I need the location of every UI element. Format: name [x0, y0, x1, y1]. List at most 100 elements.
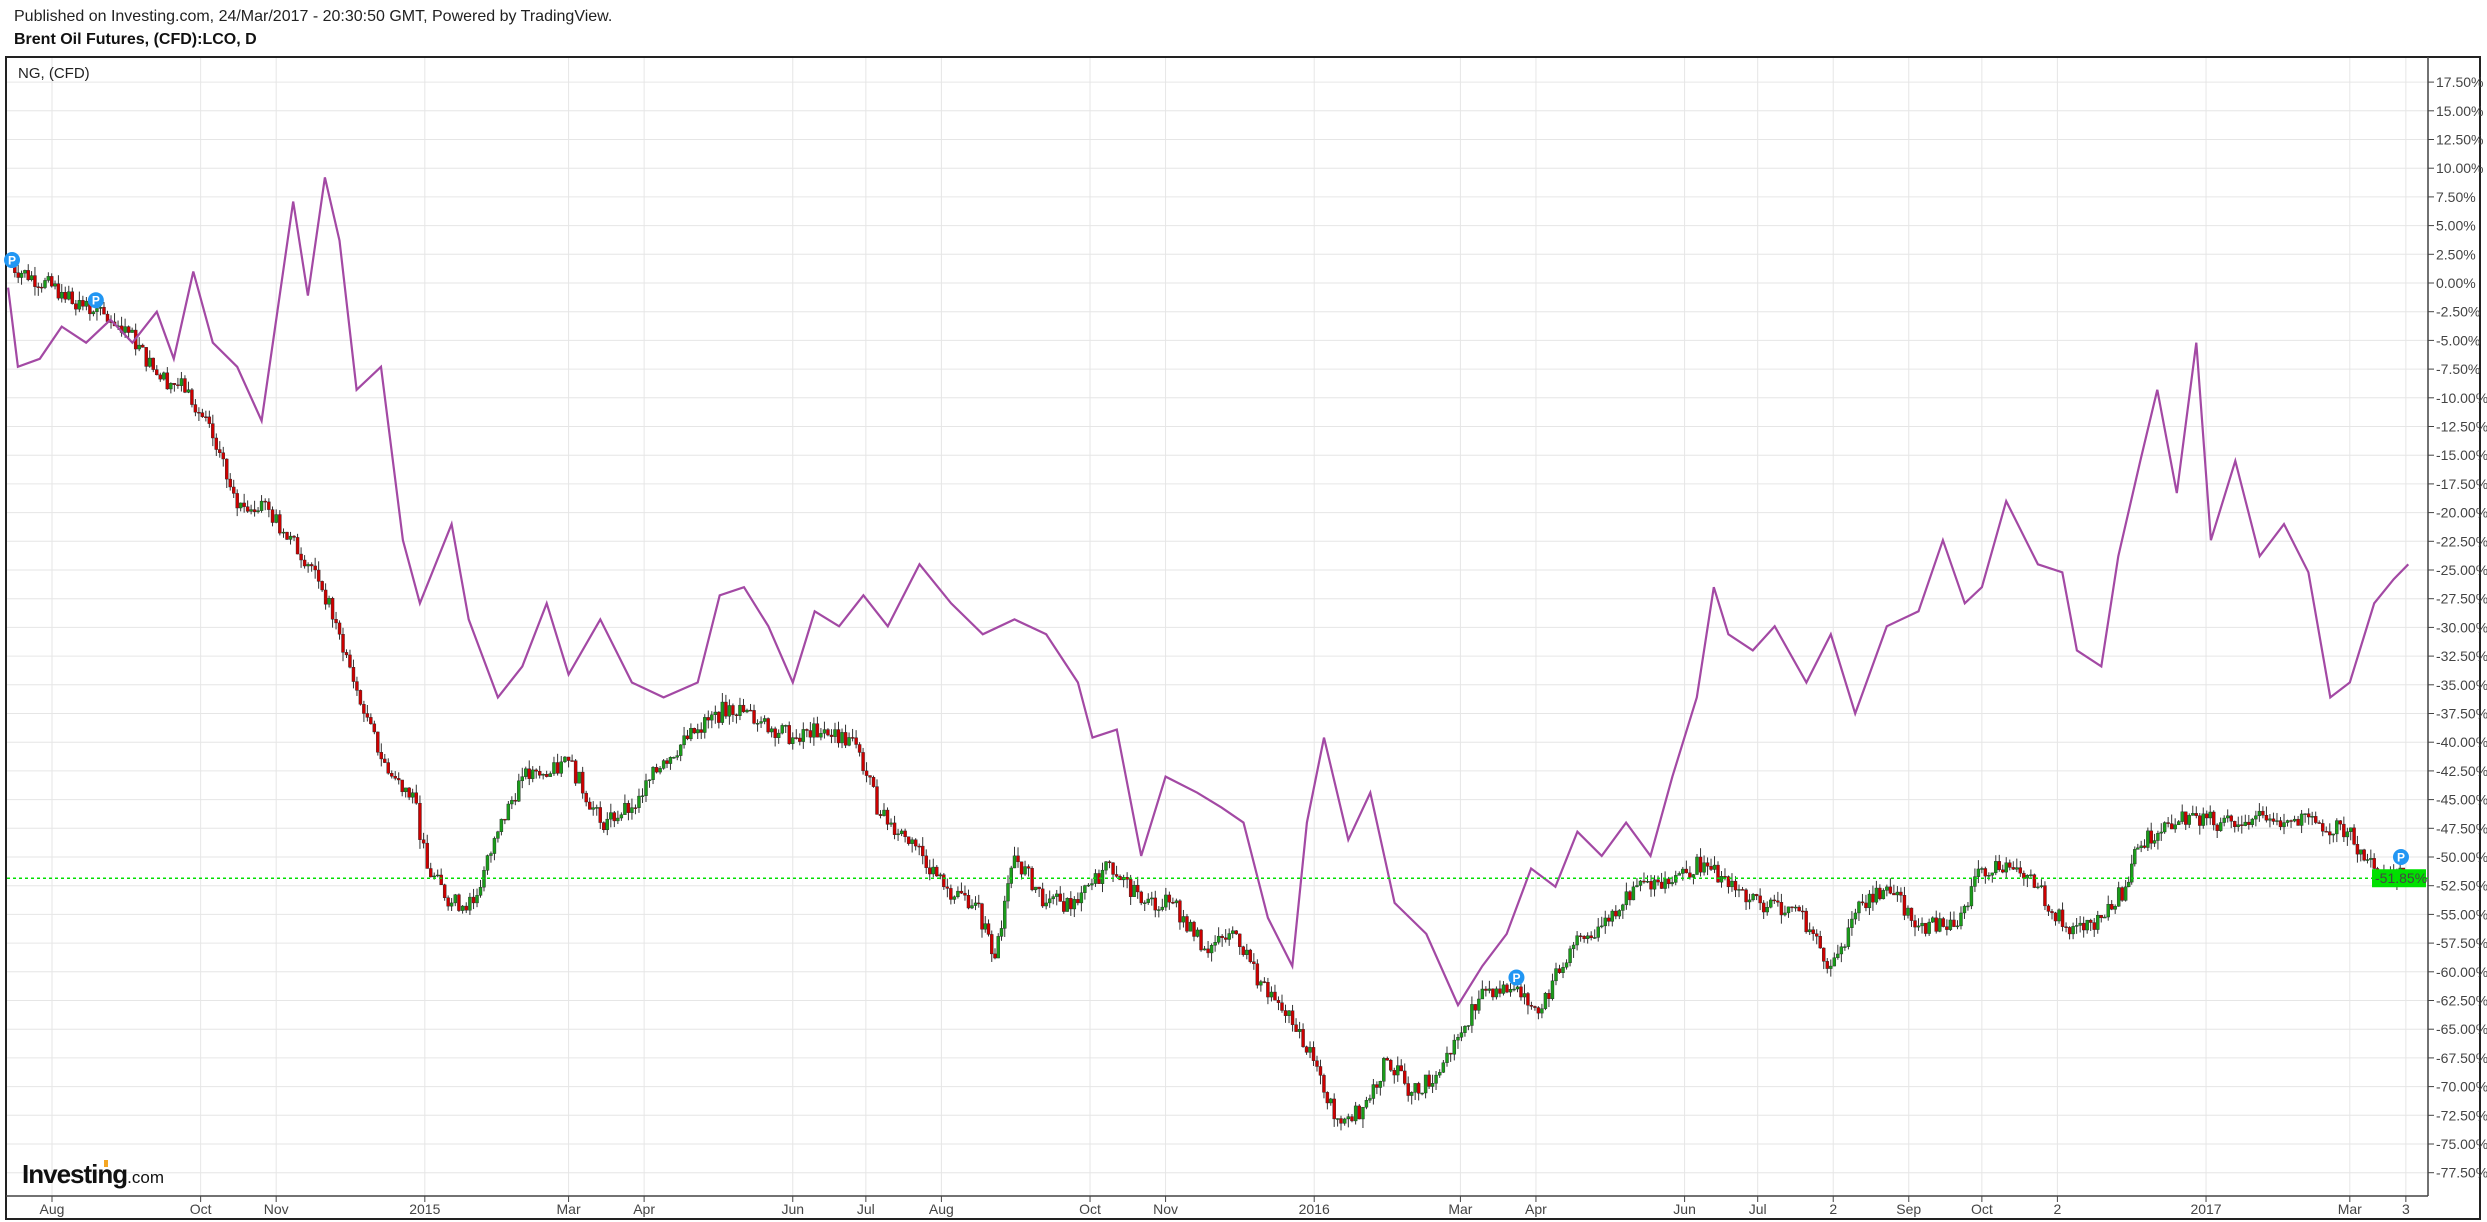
candle-body [2271, 818, 2276, 822]
candle-body [1202, 948, 1207, 951]
candle-body [2142, 845, 2147, 848]
candle-body [2126, 881, 2131, 888]
candle-body [1554, 968, 1558, 982]
candle-body [1364, 1100, 1369, 1108]
candle-body [682, 735, 686, 746]
candle-body [517, 780, 521, 802]
candle-body [1878, 887, 1882, 900]
candle-body [355, 681, 359, 691]
candle-body [1547, 993, 1551, 999]
chart-frame [5, 56, 2481, 1220]
p-marker-label: P [1512, 971, 1520, 985]
candle-body [2096, 915, 2100, 930]
candle-body [1199, 929, 1203, 951]
candle-body [2022, 872, 2026, 879]
y-tick-label: -67.50% [2436, 1050, 2487, 1066]
time-axis[interactable]: Aug Oct Nov 2015 Mar Apr Jun Jul Aug Oct Nov 2016 Ma… [40, 1196, 2410, 1217]
candle-body [84, 300, 89, 307]
candle-body [1466, 1025, 1471, 1027]
y-tick-label: -20.00% [2436, 505, 2487, 521]
candle-body [935, 866, 939, 877]
candle-body [731, 705, 735, 715]
candle-body [717, 711, 721, 723]
p-marker[interactable]: P [1508, 969, 1525, 986]
candle-body [864, 770, 869, 776]
candle-body [1582, 935, 1586, 939]
candle-body [503, 818, 507, 821]
candle-body [478, 886, 483, 896]
candle-body [2011, 867, 2015, 870]
candle-body [172, 383, 177, 385]
candle-body [983, 923, 987, 930]
candle-body [1100, 869, 1105, 884]
candle-body [1505, 984, 1509, 993]
candle-body [1361, 1107, 1365, 1120]
candle-body [2201, 813, 2205, 826]
candle-body [2001, 869, 2005, 873]
candle-body [1494, 988, 1499, 998]
candle-body [899, 830, 904, 835]
candle-body [510, 800, 514, 805]
candle-body [1811, 929, 1815, 934]
candle-body [1850, 918, 1854, 928]
candle-body [2335, 820, 2339, 835]
candle-body [1409, 1092, 1414, 1096]
candle-body [372, 723, 377, 733]
x-tick-label: Nov [1153, 1201, 1178, 1217]
candle-body [1213, 942, 1217, 946]
candle-body [1624, 891, 1629, 906]
candle-body [1188, 921, 1193, 932]
candle-body [1342, 1118, 1347, 1124]
candle-body [2324, 831, 2328, 833]
candle-body [1441, 1062, 1446, 1073]
candle-body [2317, 822, 2321, 824]
candle-body [386, 762, 390, 774]
candle-body [1776, 900, 1780, 903]
candle-body [144, 347, 148, 367]
candle-body [766, 718, 770, 733]
candle-body [270, 509, 275, 523]
candle-body [369, 717, 373, 725]
price-axis[interactable]: 17.50% 15.00% 12.50% 10.00% 7.50% 5.00% 2.50% 0… [2428, 74, 2487, 1181]
candle-body [1797, 906, 1801, 912]
candle-body [812, 723, 816, 738]
candle-body [2233, 821, 2237, 827]
legend-ng[interactable]: NG, (CFD) [18, 65, 90, 82]
candle-body [1761, 902, 1766, 913]
candle-body [713, 711, 718, 715]
candle-body [1853, 912, 1858, 920]
last-price-badge [2372, 869, 2426, 888]
p-marker[interactable]: P [4, 252, 20, 269]
candle-body [885, 809, 890, 825]
candle-body [2205, 813, 2209, 819]
candle-body [598, 807, 602, 823]
candle-body [418, 802, 422, 840]
candle-body [921, 845, 925, 857]
candle-body [228, 478, 232, 488]
candle-body [2085, 919, 2089, 931]
y-tick-label: -62.50% [2436, 993, 2487, 1009]
candle-body [658, 768, 662, 773]
candle-body [1603, 917, 1607, 927]
p-marker[interactable]: P [87, 292, 104, 309]
candle-body [1969, 886, 1974, 907]
candle-body [1515, 986, 1520, 990]
candle-body [39, 286, 44, 289]
candle-body [2328, 831, 2332, 836]
candle-body [2053, 912, 2058, 922]
candle-body [1543, 993, 1548, 1009]
candle-body [924, 855, 928, 868]
candle-body [963, 892, 967, 896]
candle-body [787, 725, 791, 744]
candle-body [791, 737, 795, 744]
candle-body [2264, 814, 2269, 821]
candle-body [2282, 822, 2286, 828]
candle-body [190, 389, 194, 405]
candle-body [1484, 988, 1488, 991]
p-marker[interactable]: P [2392, 849, 2409, 865]
candle-body [1892, 893, 1896, 896]
candle-body [1712, 864, 1717, 870]
candle-body [2156, 832, 2160, 841]
candle-body [1325, 1092, 1330, 1104]
